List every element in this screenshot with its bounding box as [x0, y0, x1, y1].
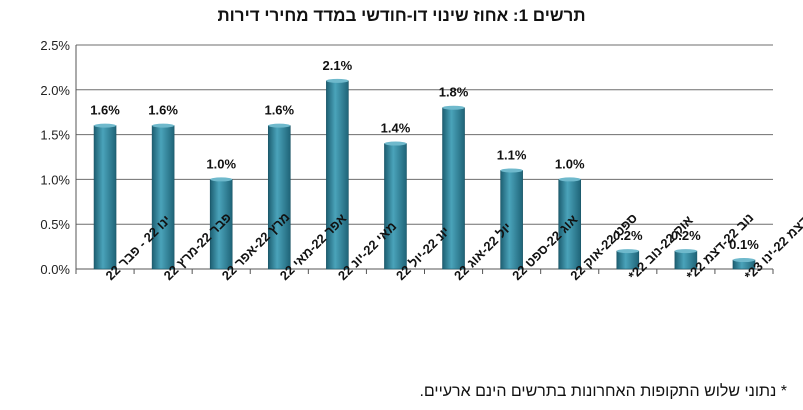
data-label: 1.6% [264, 103, 294, 118]
bar-cap [500, 168, 523, 173]
data-label: 1.4% [381, 121, 411, 136]
bars [93, 78, 756, 270]
axes [75, 45, 774, 274]
y-tick-label: 0.5% [40, 217, 70, 232]
bar-cap [268, 123, 291, 128]
bar [384, 143, 407, 270]
data-labels: 1.6% 1.6% 1.0% 1.6% 2.1% 1.4% 1.8% 1.1% 1.0% 0.2%… [90, 58, 759, 252]
bar-cap [674, 249, 697, 254]
data-label: 0.2% [671, 228, 701, 243]
bar [442, 107, 465, 270]
data-label: 0.1% [729, 237, 759, 252]
bar-cap [384, 141, 407, 146]
bar-cap [558, 177, 581, 182]
bar [93, 125, 117, 270]
chart-title: תרשים 1: אחוז שינוי דו-חודשי במדד מחירי … [217, 6, 586, 25]
data-label: 0.2% [613, 228, 643, 243]
bar-cap [616, 249, 639, 254]
y-tick-label: 2.0% [40, 83, 70, 98]
bar-cap [326, 78, 349, 83]
data-label: 1.1% [497, 147, 527, 162]
data-label: 1.0% [206, 156, 236, 171]
data-label: 1.6% [148, 103, 178, 118]
y-tick-label: 1.5% [40, 128, 70, 143]
y-tick-label: 1.0% [40, 172, 70, 187]
data-label: 1.6% [90, 103, 120, 118]
gridlines [76, 44, 773, 225]
footnote: * נתוני שלוש התקופות האחרונות בתרשים הינ… [419, 383, 787, 400]
data-label: 2.1% [323, 58, 353, 73]
y-tick-label: 2.5% [40, 38, 70, 53]
bar [267, 125, 291, 270]
y-tick-label: 0.0% [40, 262, 70, 277]
bar-cap [732, 258, 755, 263]
bar [151, 125, 175, 270]
data-label: 1.8% [439, 85, 469, 100]
bar-cap [94, 123, 117, 128]
bar-cap [442, 105, 465, 110]
y-tick-labels: 0.0% 0.5% 1.0% 1.5% 2.0% 2.5% [40, 38, 70, 277]
data-label: 1.0% [555, 156, 585, 171]
bar-cap [210, 177, 233, 182]
bar-cap [152, 123, 175, 128]
